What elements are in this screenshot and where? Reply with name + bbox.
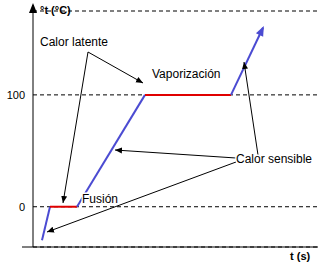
svg-text:Fusión: Fusión — [82, 192, 118, 206]
svg-text:Calor sensible: Calor sensible — [236, 152, 312, 166]
svg-text:100: 100 — [8, 89, 25, 101]
svg-text:Vaporización: Vaporización — [152, 67, 220, 81]
svg-text:0: 0 — [19, 201, 25, 213]
svg-text:Calor latente: Calor latente — [40, 35, 108, 49]
svg-text:°t (°C): °t (°C) — [40, 4, 71, 16]
svg-text:t (s): t (s) — [290, 250, 311, 262]
